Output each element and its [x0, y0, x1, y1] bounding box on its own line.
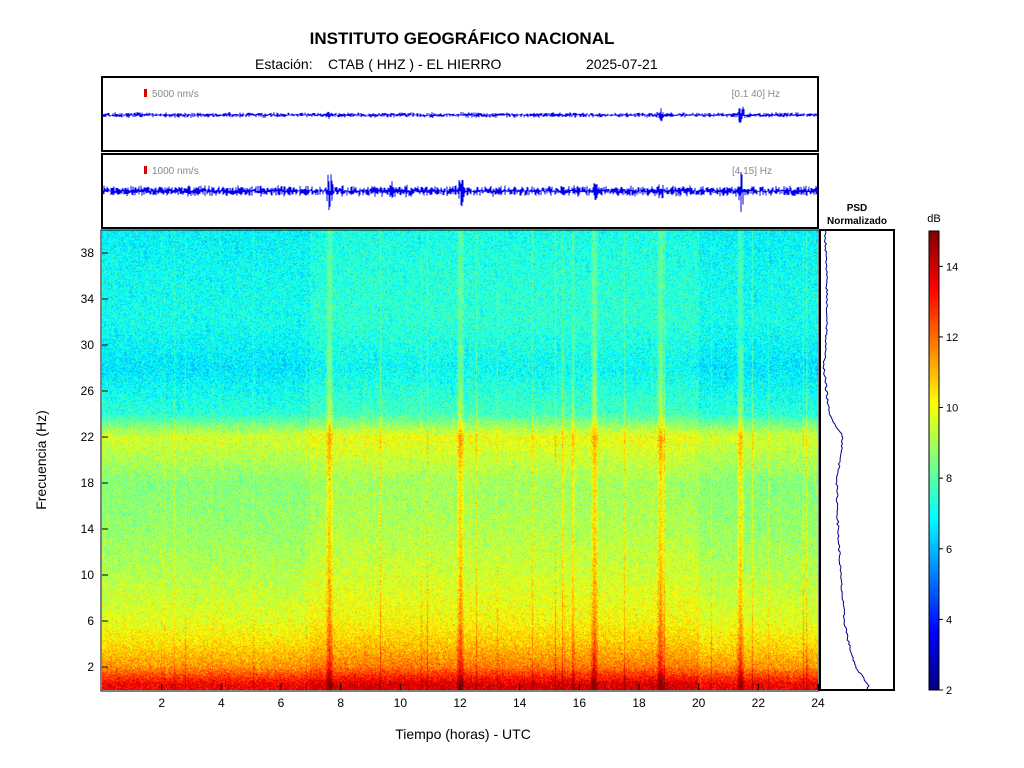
colorbar-tick-label-10: 10 [946, 403, 958, 415]
x-axis-ticks: 2 4 6 8 10 12 14 16 18 20 22 24 [158, 684, 825, 710]
figure-date: 2025-07-21 [586, 56, 658, 72]
colorbar-tick-label-12: 12 [946, 332, 958, 344]
figure-title: INSTITUTO GEOGRÁFICO NACIONAL [310, 29, 615, 48]
scale-marker-2 [144, 166, 147, 174]
y-tick-label-18: 18 [81, 476, 95, 490]
colorbar-ticks: 2 4 6 8 10 12 14 [939, 261, 958, 697]
trace-2-waveform [102, 172, 818, 212]
y-tick-label-2: 2 [87, 660, 94, 674]
x-tick-label-10: 10 [394, 696, 408, 710]
trace-1-band: [0.1 40] Hz [732, 89, 780, 100]
station-label: Estación: [255, 56, 313, 72]
psd-title: PSD [847, 203, 868, 214]
psd-curve [822, 229, 870, 691]
x-tick-label-18: 18 [632, 696, 646, 710]
spectrogram-panel: 2 4 6 8 10 12 14 16 18 20 22 24 261014182226303438 … [33, 229, 825, 742]
trace-1-waveform [102, 106, 818, 124]
colorbar-gradient [929, 231, 939, 690]
x-tick-label-4: 4 [218, 696, 225, 710]
y-tick-label-30: 30 [81, 338, 95, 352]
y-tick-label-38: 38 [81, 246, 95, 260]
colorbar-tick-label-14: 14 [946, 261, 958, 273]
x-tick-label-12: 12 [453, 696, 467, 710]
x-tick-label-24: 24 [811, 696, 825, 710]
trace-panel-1: 5000 nm/s [0.1 40] Hz [101, 76, 819, 152]
y-tick-label-14: 14 [81, 522, 95, 536]
station-name: CTAB ( HHZ ) - EL HIERRO [328, 56, 502, 72]
y-tick-label-26: 26 [81, 384, 95, 398]
y-axis-label: Frecuencia (Hz) [33, 410, 49, 510]
x-tick-label-6: 6 [278, 696, 285, 710]
psd-panel: PSD Normalizado [819, 203, 895, 691]
psd-subtitle: Normalizado [827, 216, 887, 227]
y-tick-label-34: 34 [81, 292, 95, 306]
colorbar-tick-label-4: 4 [946, 614, 952, 626]
colorbar-unit: dB [927, 213, 940, 225]
y-tick-label-22: 22 [81, 430, 95, 444]
x-tick-label-2: 2 [158, 696, 165, 710]
scale-marker-1 [144, 89, 147, 97]
trace-panel-2: 1000 nm/s [4 15] Hz [101, 153, 819, 229]
x-tick-label-16: 16 [573, 696, 587, 710]
trace-2-band: [4 15] Hz [732, 166, 772, 177]
colorbar-tick-label-8: 8 [946, 473, 952, 485]
x-tick-label-22: 22 [752, 696, 766, 710]
x-tick-label-8: 8 [337, 696, 344, 710]
y-tick-label-6: 6 [87, 614, 94, 628]
x-axis-label: Tiempo (horas) - UTC [395, 726, 531, 742]
y-tick-label-10: 10 [81, 568, 95, 582]
x-tick-label-20: 20 [692, 696, 706, 710]
colorbar-tick-label-6: 6 [946, 544, 952, 556]
trace-1-scale: 5000 nm/s [152, 89, 199, 100]
colorbar-tick-label-2: 2 [946, 685, 952, 697]
x-tick-label-14: 14 [513, 696, 527, 710]
trace-2-scale: 1000 nm/s [152, 166, 199, 177]
spectrogram-image [102, 230, 818, 690]
colorbar: dB 2 4 6 8 10 12 14 [927, 213, 958, 697]
